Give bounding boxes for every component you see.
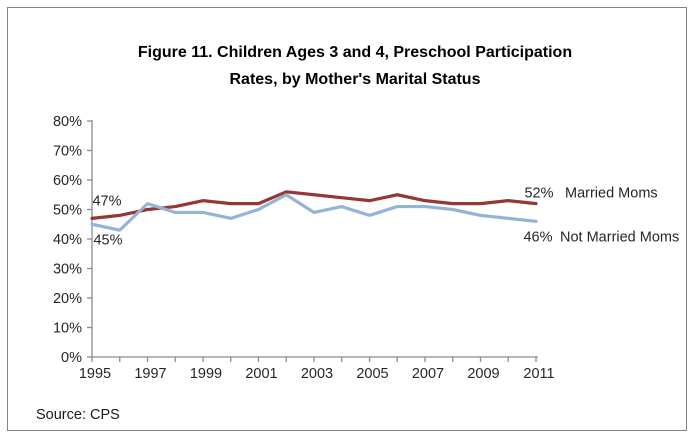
x-axis-tick-label: 1997: [134, 366, 166, 382]
married-moms-start-value-label: 47%: [92, 193, 121, 209]
not-married-moms-line: [90, 193, 538, 232]
married-moms-line: [90, 190, 538, 220]
chart-title-line1: Figure 11. Children Ages 3 and 4, Presch…: [137, 44, 573, 61]
preschool-participation-line-chart: 0% 10% 20% 30% 40% 50% 60% 70% 80% 1995 1997 1999 20…: [53, 114, 679, 382]
y-axis-tick-label: 20%: [53, 291, 82, 307]
not-married-moms-start-value-label: 45%: [93, 232, 122, 248]
y-axis-tick-label: 10%: [53, 321, 82, 337]
x-axis-tick-label: 2003: [301, 366, 333, 382]
y-axis-tick-label: 40%: [53, 232, 82, 248]
y-axis-tick-label: 30%: [53, 262, 82, 278]
married-moms-series-label: Married Moms: [565, 186, 658, 202]
y-axis-tick-label: 80%: [53, 114, 82, 130]
x-axis-tick-label: 2009: [467, 366, 499, 382]
x-axis-tick-label: 1999: [190, 366, 222, 382]
chart-title: Figure 11. Children Ages 3 and 4, Presch…: [8, 39, 694, 93]
married-moms-end-value-label: 52%: [524, 186, 553, 202]
chart-title-line2: Rates, by Mother's Marital Status: [229, 71, 481, 88]
y-axis-tick-label: 50%: [53, 203, 82, 219]
x-axis-tick-label: 2007: [412, 366, 444, 382]
not-married-moms-end-value-label: 46%: [523, 229, 552, 245]
x-axis-tick-label: 1995: [79, 366, 111, 382]
not-married-moms-series-label: Not Married Moms: [560, 229, 679, 245]
x-axis-tick-label: 2001: [245, 366, 277, 382]
y-axis-tick-label: 0%: [61, 350, 82, 366]
y-axis-tick-label: 70%: [53, 144, 82, 160]
x-axis-tick-label: 2005: [356, 366, 388, 382]
y-axis-tick-label: 60%: [53, 173, 82, 189]
source-note: Source: CPS: [36, 407, 120, 423]
figure-frame: Figure 11. Children Ages 3 and 4, Presch…: [7, 7, 687, 431]
x-axis-tick-label: 2011: [523, 366, 554, 382]
